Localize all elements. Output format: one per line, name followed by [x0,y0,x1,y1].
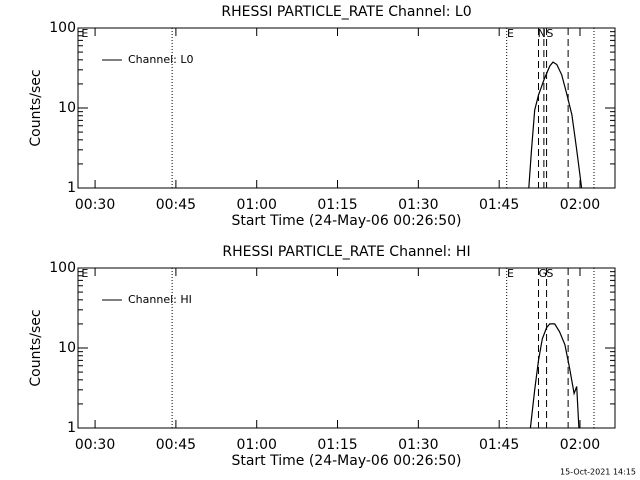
y-tick-label: 1 [67,420,76,436]
chart-title: RHESSI PARTICLE_RATE Channel: L0 [221,4,471,20]
x-tick-label: 00:45 [156,197,196,213]
x-tick-label: 01:15 [317,197,357,213]
y-tick-label: 100 [49,260,76,276]
timestamp: 15-Oct-2021 14:15 [560,468,636,477]
x-tick-label: 01:00 [237,197,277,213]
x-axis-label: Start Time (24-May-06 00:26:50) [231,453,461,469]
event-label: E [507,27,514,40]
x-tick-label: 02:00 [560,437,600,453]
event-label: E [507,267,514,280]
x-tick-label: 01:45 [479,197,519,213]
event-label: S [546,27,553,40]
event-label: S [546,267,553,280]
x-tick-label: 00:30 [75,197,115,213]
x-tick-label: 01:15 [317,437,357,453]
y-axis-label: Counts/sec [28,69,44,146]
x-axis-label: Start Time (24-May-06 00:26:50) [231,213,461,229]
x-tick-label: 01:45 [479,437,519,453]
x-tick-label: 01:00 [237,437,277,453]
event-label: G [539,267,548,280]
y-tick-label: 100 [49,20,76,36]
event-label: E [81,27,88,40]
y-tick-label: 10 [58,340,76,356]
x-tick-label: 00:45 [156,437,196,453]
x-tick-label: 02:00 [560,197,600,213]
chart-title: RHESSI PARTICLE_RATE Channel: HI [222,244,470,260]
data-line [529,323,580,429]
y-tick-label: 10 [58,100,76,116]
x-tick-label: 00:30 [75,437,115,453]
y-tick-label: 1 [67,180,76,196]
x-tick-label: 01:30 [398,437,438,453]
x-tick-label: 01:30 [398,197,438,213]
data-line [528,61,583,189]
event-label: N [538,27,546,40]
legend-label: Channel: HI [128,293,192,306]
y-axis-label: Counts/sec [28,309,44,386]
event-label: E [81,267,88,280]
legend-label: Channel: L0 [128,53,194,66]
